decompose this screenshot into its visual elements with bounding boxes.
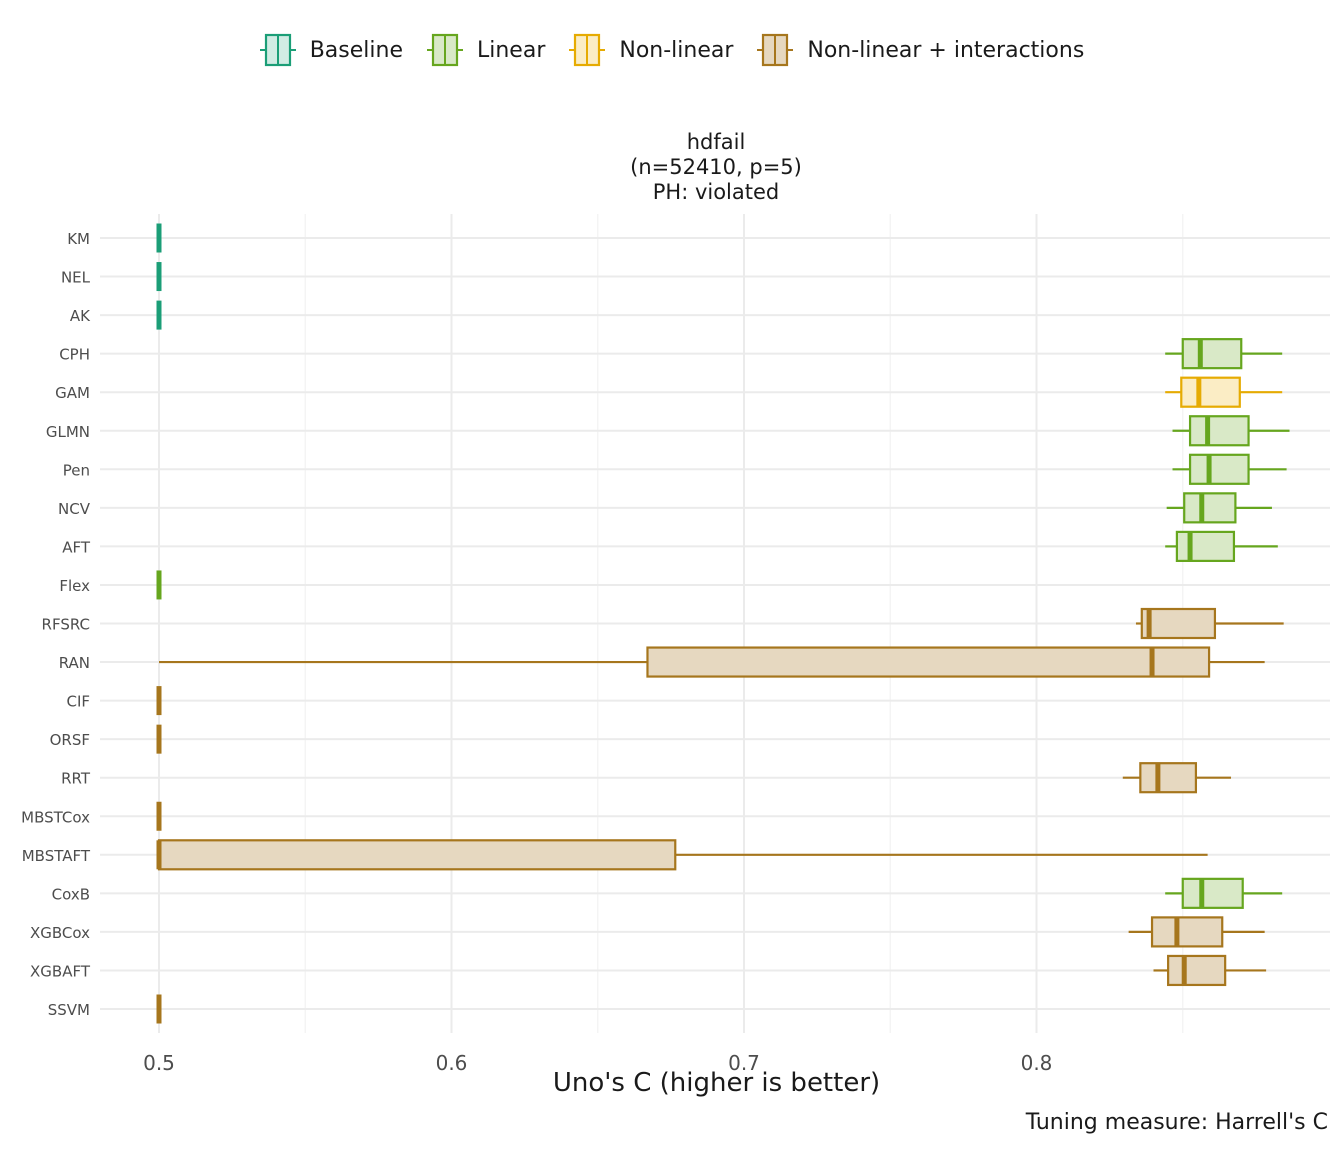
iqr-box bbox=[1180, 376, 1241, 408]
legend-label-nonlinear-interactions: Non-linear + interactions bbox=[807, 37, 1085, 63]
legend-key-nonlinear-interactions bbox=[757, 33, 794, 67]
iqr-box bbox=[1188, 453, 1250, 485]
y-tick-label: ORSF bbox=[50, 731, 90, 749]
legend-item-linear: Linear bbox=[426, 30, 546, 70]
iqr-box bbox=[1139, 762, 1198, 794]
box-aft bbox=[1165, 530, 1278, 563]
box-coxb bbox=[1165, 877, 1283, 909]
y-tick-label: RRT bbox=[61, 770, 91, 788]
y-tick-label: GLMN bbox=[46, 423, 90, 441]
box-ncv bbox=[1166, 492, 1272, 524]
box-pen bbox=[1172, 453, 1287, 485]
iqr-box bbox=[1150, 916, 1224, 948]
y-tick-label: SSVM bbox=[48, 1001, 90, 1019]
legend-item-baseline: Baseline bbox=[259, 30, 403, 70]
chart-title: hdfail bbox=[686, 130, 746, 154]
box-xgbcox bbox=[1128, 916, 1265, 948]
y-tick-label: CoxB bbox=[52, 885, 90, 903]
y-tick-label: NCV bbox=[58, 500, 91, 518]
iqr-box bbox=[1183, 492, 1237, 524]
y-tick-label: XGBAFT bbox=[30, 962, 91, 980]
chart-caption: Tuning measure: Harrell's C bbox=[1025, 1110, 1328, 1135]
chart-subtitle-ph: PH: violated bbox=[652, 180, 780, 204]
chart-subtitle-n: (n=52410, p=5) bbox=[630, 155, 802, 179]
legend-item-nonlinear-interactions: Non-linear + interactions bbox=[757, 30, 1084, 70]
legend-label-baseline: Baseline bbox=[309, 37, 403, 63]
chart-title-block: hdfail (n=52410, p=5) PH: violated bbox=[600, 130, 832, 205]
y-tick-label: Flex bbox=[59, 577, 90, 595]
y-tick-label: XGBCox bbox=[30, 924, 90, 942]
legend-label-nonlinear: Non-linear bbox=[619, 37, 734, 63]
box-xgbaft bbox=[1153, 954, 1267, 987]
iqr-box bbox=[1181, 877, 1244, 909]
legend: Baseline Linear Non-linear Non-linear + … bbox=[0, 30, 1344, 70]
x-tick-label: 0.8 bbox=[1021, 1051, 1053, 1075]
y-tick-label: CIF bbox=[66, 693, 90, 711]
iqr-box bbox=[1175, 530, 1236, 563]
y-tick-label: RFSRC bbox=[42, 616, 90, 634]
box-series bbox=[156, 223, 1290, 1024]
x-axis-title: Uno's C (higher is better) bbox=[552, 1068, 881, 1098]
iqr-box bbox=[1140, 607, 1217, 640]
y-tick-label: MBSTCox bbox=[21, 808, 90, 826]
y-tick-label: GAM bbox=[55, 384, 90, 402]
y-tick-label: CPH bbox=[59, 346, 90, 364]
box-cph bbox=[1165, 338, 1283, 370]
legend-key-baseline bbox=[259, 33, 296, 67]
box-glmn bbox=[1172, 415, 1290, 447]
box-mbstaft bbox=[156, 839, 1208, 871]
iqr-box bbox=[1167, 954, 1227, 987]
axis-labels: 0.5 0.6 0.7 0.8 KM NEL AK CPH GAM GLMN Pen NCV AFT Fl… bbox=[21, 230, 1052, 1075]
iqr-box bbox=[1181, 338, 1243, 370]
box-rfsrc bbox=[1135, 607, 1284, 640]
y-tick-label: AFT bbox=[62, 538, 91, 556]
y-tick-label: AK bbox=[70, 307, 91, 325]
iqr-box bbox=[157, 839, 677, 871]
legend-item-nonlinear: Non-linear bbox=[569, 30, 733, 70]
y-tick-label: NEL bbox=[61, 269, 91, 287]
legend-key-nonlinear bbox=[569, 33, 606, 67]
box-ran bbox=[159, 646, 1265, 678]
iqr-box bbox=[1188, 415, 1250, 447]
x-tick-label: 0.5 bbox=[143, 1051, 175, 1075]
iqr-box bbox=[646, 646, 1211, 678]
y-tick-label: RAN bbox=[59, 654, 90, 672]
y-tick-label: Pen bbox=[63, 461, 90, 479]
box-gam bbox=[1165, 376, 1283, 408]
legend-key-linear bbox=[426, 33, 463, 67]
x-tick-label: 0.7 bbox=[728, 1051, 760, 1075]
box-rrt bbox=[1122, 762, 1232, 794]
x-tick-label: 0.6 bbox=[436, 1051, 468, 1075]
y-tick-label: KM bbox=[67, 230, 90, 248]
legend-label-linear: Linear bbox=[476, 37, 546, 63]
y-tick-label: MBSTAFT bbox=[22, 847, 91, 865]
